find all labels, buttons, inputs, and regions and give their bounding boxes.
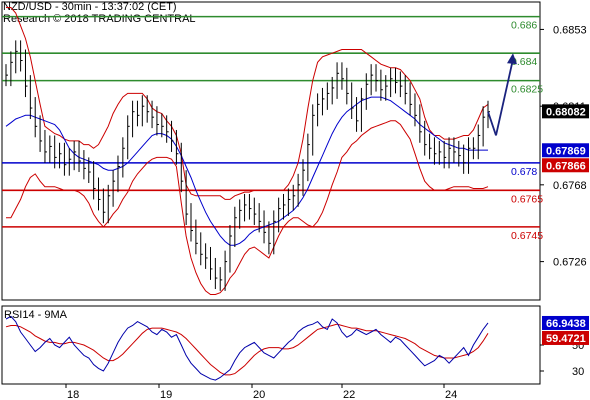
price-panel-frame bbox=[1, 1, 541, 301]
y-tick-label: 0.6768 bbox=[553, 180, 587, 192]
chart-title: NZD/USD - 30min - 13:37:02 (CET) bbox=[3, 1, 177, 13]
rsi-tick-label: 30 bbox=[572, 366, 584, 378]
x-tick-label: 20 bbox=[253, 389, 265, 400]
x-tick-label: 19 bbox=[160, 389, 172, 400]
bollinger-lower-line bbox=[6, 120, 489, 295]
value-badge-lower_band-bg bbox=[542, 158, 589, 173]
level-label: 0.684 bbox=[511, 56, 537, 68]
rsi-value-badge-rsi: 66.9438 bbox=[546, 318, 586, 330]
value-badge-current_price: 0.68082 bbox=[546, 106, 586, 118]
rsi-value-badge-rsi-bg bbox=[542, 315, 589, 330]
rsi-panel-title: RSI14 - 9MA bbox=[4, 309, 68, 321]
level-label: 0.6825 bbox=[511, 84, 543, 96]
rsi-value-badge-rsi_ma-bg bbox=[542, 330, 589, 345]
level-label: 0.6745 bbox=[511, 230, 543, 242]
rsi-ma-line bbox=[5, 323, 489, 376]
forecast-arrow-head bbox=[507, 53, 517, 65]
forecast-arrow-line bbox=[495, 58, 514, 136]
value-badge-moving_average-bg bbox=[542, 143, 589, 158]
level-label: 0.6765 bbox=[511, 193, 543, 205]
x-tick-label: 24 bbox=[445, 389, 457, 400]
level-label: 0.678 bbox=[511, 166, 537, 178]
x-tick-label: 22 bbox=[343, 389, 355, 400]
bollinger-upper-line bbox=[6, 7, 489, 200]
value-badge-lower_band: 0.67866 bbox=[546, 160, 586, 172]
moving-average-line bbox=[5, 96, 488, 246]
rsi-value-badge-rsi_ma: 59.4721 bbox=[546, 333, 586, 345]
level-label: 0.686 bbox=[511, 20, 537, 32]
y-tick-label: 0.6853 bbox=[553, 24, 587, 36]
x-tick-label: 18 bbox=[67, 389, 79, 400]
forecast-arrow-leg bbox=[487, 111, 497, 136]
y-tick-label: 0.6726 bbox=[553, 257, 587, 269]
value-badge-moving_average: 0.67869 bbox=[546, 145, 586, 157]
value-badge-current_price-bg bbox=[542, 104, 589, 119]
rsi-line bbox=[5, 315, 489, 381]
